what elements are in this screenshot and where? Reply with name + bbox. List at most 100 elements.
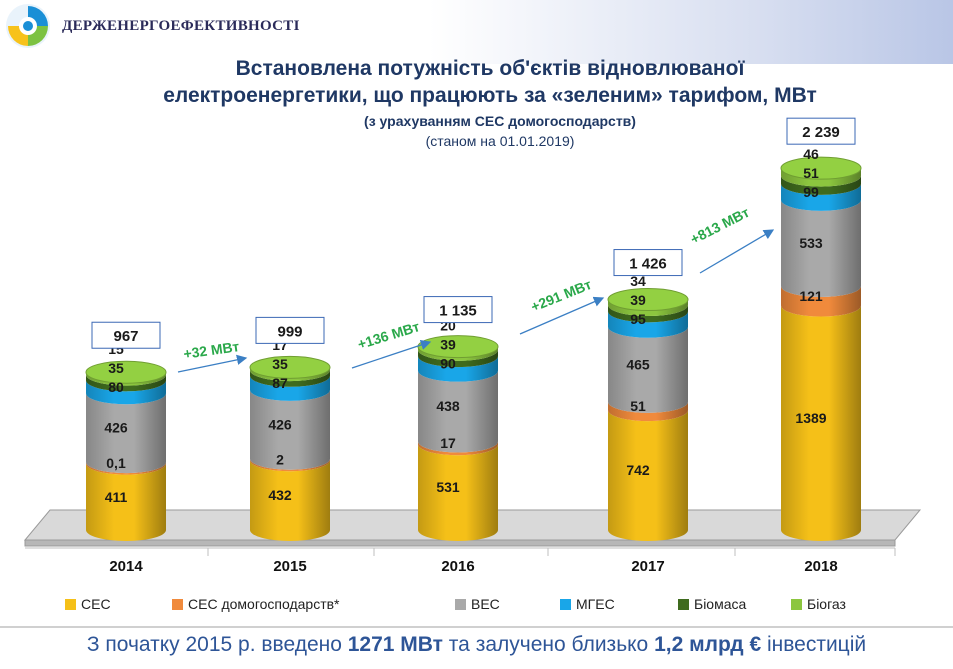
legend: СЕС СЕС домогосподарств* ВЕС МГЕС Біомаса Біо…	[0, 596, 953, 614]
data-label-2014-0: 411	[105, 489, 128, 505]
bar-2017-1	[608, 401, 688, 422]
data-label-2017-5: 34	[630, 273, 646, 289]
bar-2015-4	[250, 370, 330, 387]
bar-2014-0	[86, 463, 166, 541]
data-label-2016-2: 438	[436, 398, 460, 414]
total-box-2015	[255, 316, 325, 344]
x-tick-2015: 2015	[273, 558, 306, 575]
legend-item: МГЕС	[560, 596, 615, 612]
data-label-2016-3: 90	[440, 355, 456, 371]
chart-date-note: (станом на 01.01.2019)	[425, 133, 575, 149]
data-label-2018-2: 533	[799, 235, 823, 251]
total-label-2015: 999	[277, 323, 302, 340]
footer-summary: З початку 2015 р. введено 1271 МВт та за…	[0, 633, 953, 657]
bar-2016-3	[418, 356, 498, 382]
data-label-2015-3: 87	[272, 375, 288, 391]
footer-text-1: З початку 2015 р. введено	[86, 633, 348, 656]
bar-top-2018	[780, 156, 862, 180]
data-label-2016-0: 531	[436, 479, 460, 495]
org-name: ДЕРЖЕНЕРГОЕФЕКТИВНОСТІ	[62, 18, 300, 34]
growth-arrow-0	[177, 354, 248, 373]
x-tick-2018: 2018	[804, 558, 837, 575]
growth-label-1: +136 МВт	[356, 318, 422, 352]
legend-label: СЕС	[81, 596, 111, 612]
data-label-2017-4: 39	[630, 292, 646, 308]
legend-item: Біомаса	[678, 596, 746, 612]
bar-2014-2	[86, 393, 166, 474]
legend-swatch	[172, 598, 183, 610]
bar-2017-0	[608, 410, 688, 541]
total-label-2016: 1 135	[439, 303, 477, 320]
x-tick-2017: 2017	[631, 558, 664, 575]
total-label-2014: 967	[113, 328, 138, 345]
bar-2016-4	[418, 349, 498, 368]
footer-text-2: та залучено близько	[442, 633, 655, 656]
bar-2015-5	[250, 367, 330, 382]
legend-item: Біогаз	[791, 596, 846, 612]
data-label-2015-0: 432	[268, 487, 292, 503]
growth-arrow-3	[699, 229, 775, 274]
data-label-2014-2: 426	[104, 420, 128, 436]
data-label-2016-4: 39	[440, 336, 456, 352]
data-label-2018-5: 46	[803, 146, 819, 162]
chart-title: Встановлена потужність об'єктів відновлю…	[235, 57, 745, 80]
data-label-2014-4: 35	[108, 360, 124, 376]
bar-2015-2	[250, 389, 330, 470]
bar-2017-2	[608, 326, 688, 413]
growth-label-2: +291 МВт	[529, 276, 594, 315]
legend-swatch	[791, 598, 802, 610]
bar-2014-3	[86, 380, 166, 405]
chart-title-line2: електроенергетики, що працюють за «зелен…	[163, 84, 817, 107]
bar-top-2017	[607, 288, 689, 312]
data-label-2015-4: 35	[272, 356, 288, 372]
legend-label: ВЕС	[471, 596, 500, 612]
data-label-2018-3: 99	[803, 184, 819, 200]
bar-2018-3	[781, 183, 861, 211]
total-box-2014	[91, 321, 161, 349]
legend-item: СЕС домогосподарств*	[172, 596, 340, 612]
footer-value-capacity: 1271 МВт	[347, 633, 443, 656]
chart-subtitle: (з урахуванням СЕС домогосподарств)	[364, 113, 636, 129]
data-label-2018-4: 51	[803, 165, 819, 181]
bar-2014-5	[86, 372, 166, 386]
bar-2016-1	[418, 441, 498, 456]
growth-arrow-1	[351, 339, 432, 369]
footer-divider	[0, 626, 953, 628]
data-label-2015-1: 2	[276, 451, 284, 467]
bar-2015-0	[250, 460, 330, 541]
data-label-2018-0: 1389	[795, 410, 826, 426]
legend-swatch	[65, 598, 76, 610]
bar-2016-5	[418, 346, 498, 361]
bar-2014-4	[86, 374, 166, 392]
total-label-2017: 1 426	[629, 256, 667, 273]
bar-2018-4	[781, 175, 861, 195]
data-label-2015-2: 426	[268, 416, 292, 432]
total-box-2017	[613, 249, 683, 277]
bar-2016-0	[418, 444, 498, 541]
header-band	[0, 0, 953, 64]
data-label-2014-1: 0,1	[106, 455, 126, 471]
data-label-2017-1: 51	[630, 398, 646, 414]
total-box-2018	[786, 117, 856, 145]
footer-value-investment: 1,2 млрд €	[654, 633, 762, 656]
legend-label: МГЕС	[576, 596, 615, 612]
legend-swatch	[678, 598, 689, 610]
total-label-2018: 2 239	[802, 124, 840, 141]
data-label-2014-3: 80	[108, 379, 124, 395]
x-tick-2014: 2014	[109, 558, 143, 575]
legend-swatch	[560, 598, 571, 610]
growth-label-3: +813 МВт	[688, 204, 752, 247]
bar-2017-5	[608, 299, 688, 317]
legend-swatch	[455, 598, 466, 610]
data-label-2017-0: 742	[626, 462, 650, 478]
bar-2015-3	[250, 375, 330, 401]
legend-label: СЕС домогосподарств*	[188, 596, 340, 612]
data-label-2017-3: 95	[630, 311, 646, 327]
stacked-cylinder-chart: 4110,14268035159672014432242687351799920…	[23, 117, 922, 575]
bar-2018-2	[781, 199, 861, 297]
bar-top-2014	[85, 360, 167, 384]
data-label-2017-2: 465	[626, 356, 650, 372]
legend-item: СЕС	[65, 596, 111, 612]
data-label-2018-1: 121	[799, 288, 823, 304]
total-box-2016	[423, 296, 493, 324]
